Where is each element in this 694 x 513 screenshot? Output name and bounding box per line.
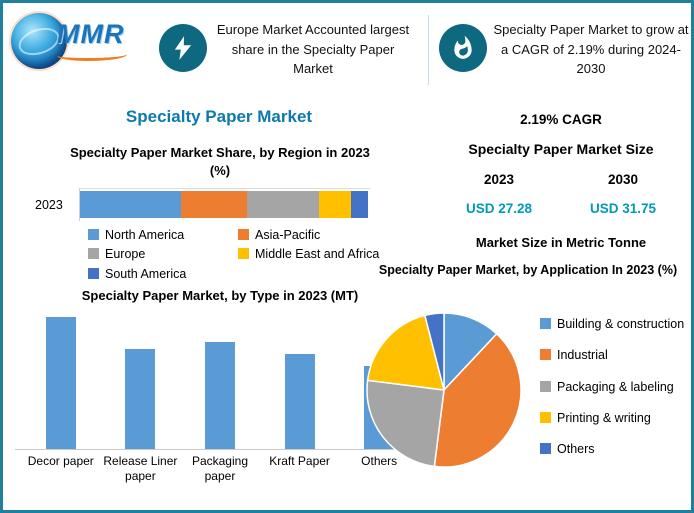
- legend-label-others: Others: [557, 442, 595, 456]
- legend-label-europe: Europe: [105, 247, 146, 262]
- bar-label-others: Others: [361, 453, 398, 468]
- legend-label-printing-writing: Printing & writing: [557, 410, 651, 425]
- usd-value-2030: USD 31.75: [589, 201, 657, 216]
- application-legend: Building & construction Industrial Packagi…: [540, 316, 691, 457]
- type-bar-labels: Decor paper Release Liner paper Packaging …: [15, 450, 425, 485]
- region-chart-row: 2023: [15, 188, 425, 222]
- legend-swatch-europe: [88, 248, 99, 260]
- region-legend-item-north-america[interactable]: North America: [88, 227, 238, 243]
- type-chart-title: Specialty Paper Market, by Type in 2023 …: [81, 288, 359, 303]
- bar-column-release-liner-paper: [101, 311, 181, 449]
- legend-swatch-south-america: [88, 267, 99, 279]
- pie-slice-packaging-labeling[interactable]: [366, 379, 445, 468]
- year-2023: 2023: [483, 172, 515, 187]
- callout-badge-1: [159, 24, 207, 72]
- legend-label-industrial: Industrial: [557, 348, 608, 363]
- pie-slice-others[interactable]: [423, 312, 445, 391]
- pie-slice-printing-writing[interactable]: [366, 314, 446, 391]
- logo-text: MMR: [57, 19, 125, 49]
- legend-swatch-packaging-labeling: [540, 380, 551, 392]
- application-legend-item-printing-writing[interactable]: Printing & writing: [540, 410, 691, 426]
- logo-swoosh: [57, 49, 127, 61]
- bar-column-decor-paper: [21, 311, 101, 449]
- legend-swatch-others: [540, 443, 551, 454]
- pie-slice-industrial[interactable]: [433, 332, 522, 468]
- region-plot: [79, 188, 370, 222]
- region-segment-middle-east-and-africa[interactable]: [319, 191, 351, 219]
- legend-swatch-building-construction: [540, 318, 551, 329]
- application-legend-item-others[interactable]: Others: [540, 441, 691, 457]
- application-chart-title: Specialty Paper Market, by Application I…: [378, 263, 678, 277]
- callout-badge-2: [439, 24, 487, 72]
- legend-label-middle-east-and-africa: Middle East and Africa: [255, 247, 380, 262]
- legend-swatch-middle-east-and-africa: [238, 248, 249, 260]
- region-stacked-bar: [80, 191, 368, 219]
- legend-swatch-north-america: [88, 229, 99, 240]
- legend-label-packaging-labeling: Packaging & labeling: [557, 379, 674, 394]
- bar-column-packaging-paper: [180, 311, 260, 449]
- bar-label-packaging-paper: Packaging paper: [191, 453, 248, 484]
- header-divider: [428, 15, 429, 85]
- logo-text-wrap: MMR: [57, 21, 127, 61]
- unit-note: Market Size in Metric Tonne: [475, 235, 647, 250]
- bar-column-kraft-paper: [260, 311, 340, 449]
- bar-decor-paper[interactable]: [45, 316, 76, 449]
- bar-label-release-liner-paper: Release Liner paper: [103, 453, 178, 484]
- usd-value-2023: USD 27.28: [465, 201, 533, 216]
- bar-label-kraft-paper: Kraft Paper: [269, 453, 330, 468]
- legend-label-south-america: South America: [105, 266, 187, 281]
- application-legend-item-industrial[interactable]: Industrial: [540, 347, 691, 363]
- year-2030: 2030: [607, 172, 639, 187]
- legend-label-building-construction: Building & construction: [557, 317, 685, 331]
- globe-icon: [11, 13, 67, 69]
- region-chart: Specialty Paper Market Share, by Region …: [15, 144, 425, 222]
- region-legend: North America Asia-Pacific Europe Middle Ea…: [88, 227, 406, 282]
- legend-swatch-printing-writing: [540, 411, 551, 423]
- flame-icon: [454, 35, 472, 59]
- header-callout-cagr: Specialty Paper Market to grow at a CAGR…: [493, 22, 689, 76]
- region-year-label: 2023: [35, 197, 63, 212]
- lightning-icon: [174, 36, 192, 60]
- header-callout-europe: Europe Market Accounted largest share in…: [216, 22, 410, 76]
- bar-kraft-paper[interactable]: [284, 353, 315, 449]
- bar-label-decor-paper: Decor paper: [27, 453, 94, 468]
- cagr-text: 2.19% CAGR: [520, 112, 602, 127]
- legend-label-asia-pacific: Asia-Pacific: [255, 228, 321, 242]
- mmr-logo: MMR: [11, 13, 161, 69]
- market-size-years: 2023 2030: [437, 172, 685, 187]
- application-legend-item-packaging-labeling[interactable]: Packaging & labeling: [540, 379, 691, 395]
- bar-packaging-paper[interactable]: [204, 341, 235, 449]
- region-segment-north-america[interactable]: [80, 191, 181, 219]
- legend-label-north-america: North America: [105, 228, 185, 242]
- application-pie: [366, 312, 522, 468]
- region-legend-item-middle-east-and-africa[interactable]: Middle East and Africa: [238, 246, 406, 262]
- legend-swatch-asia-pacific: [238, 229, 249, 240]
- bar-release-liner-paper[interactable]: [125, 348, 156, 449]
- market-size-title: Specialty Paper Market Size: [468, 141, 654, 157]
- region-chart-title: Specialty Paper Market Share, by Region …: [70, 145, 370, 178]
- region-segment-europe[interactable]: [247, 191, 320, 219]
- region-legend-item-south-america[interactable]: South America: [88, 266, 238, 282]
- region-segment-asia-pacific[interactable]: [180, 191, 248, 219]
- region-legend-item-europe[interactable]: Europe: [88, 246, 238, 262]
- application-legend-item-building-construction[interactable]: Building & construction: [540, 316, 691, 332]
- specialty-title: Specialty Paper Market: [125, 107, 313, 126]
- legend-swatch-industrial: [540, 349, 551, 361]
- region-segment-south-america[interactable]: [350, 191, 368, 219]
- region-legend-item-asia-pacific[interactable]: Asia-Pacific: [238, 227, 406, 243]
- market-size-values: USD 27.28 USD 31.75: [437, 201, 685, 216]
